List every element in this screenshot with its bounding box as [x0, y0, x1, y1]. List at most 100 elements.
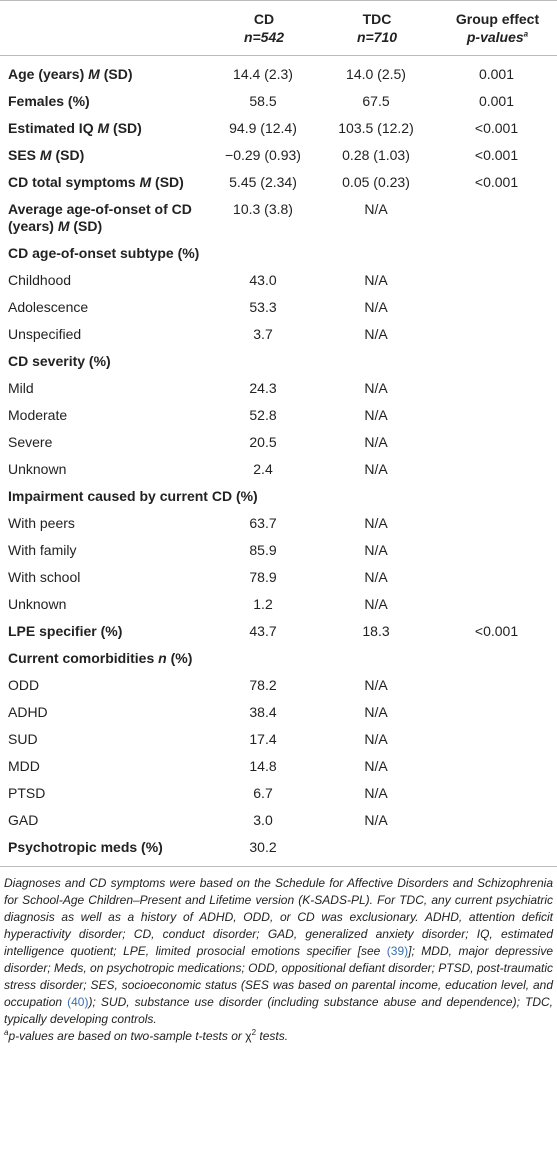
label-text: CD severity (%): [8, 353, 111, 369]
value-cell: 58.5: [210, 88, 316, 115]
sub-row: Moderate 52.8 N/A: [0, 402, 557, 429]
value-cell: [436, 510, 557, 537]
cell-value: N/A: [364, 542, 388, 558]
cell-value: 0.05 (0.23): [342, 174, 410, 190]
footnote: Diagnoses and CD symptoms were based on …: [0, 867, 557, 1045]
reference-link[interactable]: (40): [67, 995, 89, 1009]
value-cell: 43.7: [210, 618, 316, 645]
sub-row: MDD 14.8 N/A: [0, 753, 557, 780]
value-cell: N/A: [316, 267, 436, 294]
cell-value: 2.4: [253, 461, 273, 477]
value-cell: [436, 321, 557, 348]
row-label: Average age-of-onset of CD (years) M (SD…: [0, 196, 210, 240]
value-cell: 1.2: [210, 591, 316, 618]
value-cell: 24.3: [210, 375, 316, 402]
table-row: Impairment caused by current CD (%): [0, 483, 557, 510]
row-label: Mild: [0, 375, 210, 402]
row-label: Psychotropic meds (%): [0, 834, 210, 867]
label-text: (SD): [155, 174, 184, 190]
footnote-text: Diagnoses and CD symptoms were based on …: [4, 876, 553, 958]
table-header: CD n=542 TDC n=710 Group effect p-valuesa: [0, 0, 557, 56]
cell-value: N/A: [364, 677, 388, 693]
value-cell: [436, 537, 557, 564]
label-text: M: [139, 174, 152, 190]
table-row: Females (%) 58.5 67.5 0.001: [0, 88, 557, 115]
value-cell: N/A: [316, 564, 436, 591]
label-text: Impairment caused by current CD (%): [8, 488, 258, 504]
header-cell: TDC n=710: [316, 0, 436, 56]
cell-value: 3.0: [253, 812, 273, 828]
table-row: Estimated IQ M (SD) 94.9 (12.4) 103.5 (12.…: [0, 115, 557, 142]
value-cell: 0.001: [436, 88, 557, 115]
value-cell: [436, 591, 557, 618]
row-label: CD total symptoms M (SD): [0, 169, 210, 196]
cell-value: N/A: [364, 461, 388, 477]
table-row: LPE specifier (%) 43.7 18.3 <0.001: [0, 618, 557, 645]
cell-value: 103.5 (12.2): [338, 120, 414, 136]
sub-row: Mild 24.3 N/A: [0, 375, 557, 402]
value-cell: 14.0 (2.5): [316, 56, 436, 89]
label-text: Average age-of-onset of CD (years): [8, 201, 192, 234]
value-cell: 5.45 (2.34): [210, 169, 316, 196]
value-cell: [436, 564, 557, 591]
cell-value: N/A: [364, 299, 388, 315]
table-row: CD age-of-onset subtype (%): [0, 240, 557, 267]
table-row: Psychotropic meds (%) 30.2: [0, 834, 557, 867]
row-label: Age (years) M (SD): [0, 56, 210, 89]
label-text: SUD: [8, 731, 38, 747]
value-cell: 14.4 (2.3): [210, 56, 316, 89]
cell-value: 5.45 (2.34): [229, 174, 297, 190]
sub-row: ADHD 38.4 N/A: [0, 699, 557, 726]
row-label: Unspecified: [0, 321, 210, 348]
footnote-text: ); SUD, substance use disorder (includin…: [4, 995, 553, 1026]
footnote-marker: a: [523, 29, 529, 39]
cell-value: N/A: [364, 596, 388, 612]
value-cell: 85.9: [210, 537, 316, 564]
value-cell: N/A: [316, 591, 436, 618]
value-cell: [436, 267, 557, 294]
cell-value: N/A: [364, 326, 388, 342]
cell-value: <0.001: [474, 623, 519, 639]
label-text: GAD: [8, 812, 39, 828]
value-cell: N/A: [316, 537, 436, 564]
label-text: (SD): [113, 120, 142, 136]
cell-value: 14.8: [249, 758, 277, 774]
cell-value: N/A: [364, 785, 388, 801]
value-cell: 0.28 (1.03): [316, 142, 436, 169]
sub-row: Childhood 43.0 N/A: [0, 267, 557, 294]
label-text: Current comorbidities: [8, 650, 155, 666]
label-text: Age (years): [8, 66, 85, 82]
cell-value: 14.4 (2.3): [233, 66, 293, 82]
value-cell: 14.8: [210, 753, 316, 780]
cell-value: 24.3: [249, 380, 277, 396]
reference-link[interactable]: (39): [386, 944, 409, 958]
header-text: CD: [253, 11, 275, 27]
value-cell: 3.7: [210, 321, 316, 348]
value-cell: −0.29 (0.93): [210, 142, 316, 169]
label-text: Unspecified: [8, 326, 82, 342]
value-cell: N/A: [316, 294, 436, 321]
label-text: (SD): [73, 218, 103, 234]
cell-value: 30.2: [249, 839, 277, 855]
label-text: n: [158, 650, 167, 666]
table-row: Current comorbidities n (%): [0, 645, 557, 672]
label-text: Severe: [8, 434, 53, 450]
cell-value: 6.7: [253, 785, 273, 801]
cell-value: 14.0 (2.5): [346, 66, 406, 82]
row-label: MDD: [0, 753, 210, 780]
row-label: Females (%): [0, 88, 210, 115]
label-text: Psychotropic meds (%): [8, 839, 163, 855]
label-text: SES: [8, 147, 37, 163]
cell-value: 0.001: [478, 93, 515, 109]
row-label: CD severity (%): [0, 348, 557, 375]
label-text: M: [97, 120, 110, 136]
value-cell: N/A: [316, 456, 436, 483]
label-text: PTSD: [8, 785, 46, 801]
cell-value: 1.2: [253, 596, 273, 612]
cell-value: 78.2: [249, 677, 277, 693]
cell-value: 85.9: [249, 542, 277, 558]
value-cell: 38.4: [210, 699, 316, 726]
label-text: M: [39, 147, 52, 163]
label-text: Childhood: [8, 272, 72, 288]
value-cell: 94.9 (12.4): [210, 115, 316, 142]
